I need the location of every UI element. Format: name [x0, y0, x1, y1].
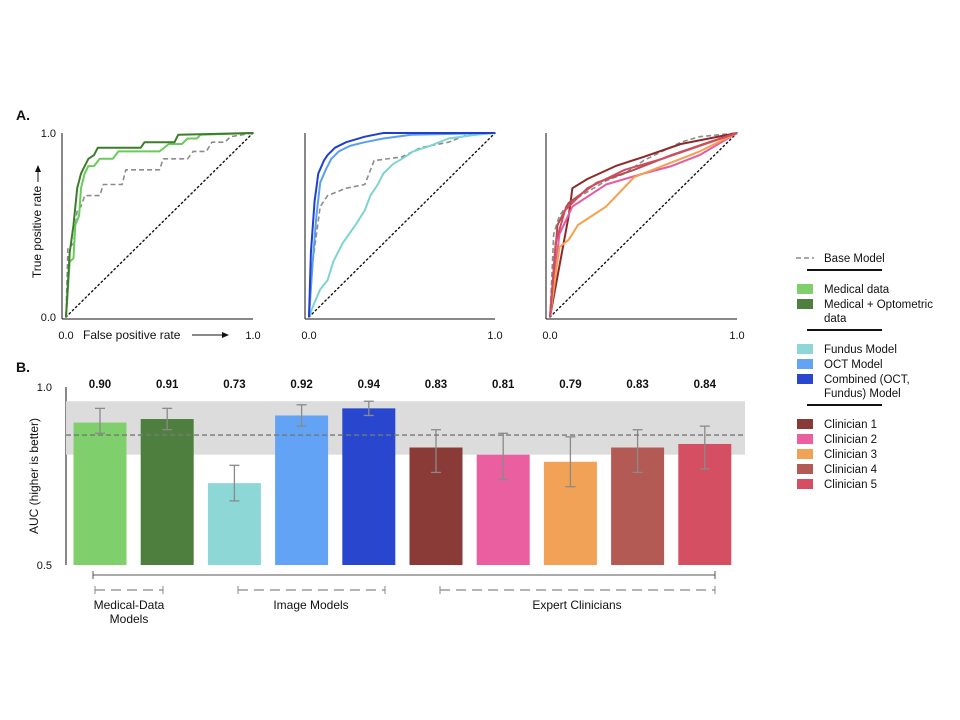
- legend-label: OCT Model: [824, 359, 883, 371]
- roc-series-line: [549, 132, 738, 318]
- roc-chance-line: [549, 132, 738, 318]
- legend-swatch-icon: [797, 434, 813, 444]
- legend-label: Fundus Model: [824, 344, 897, 356]
- bar-value-label: 0.83: [425, 379, 447, 391]
- bar-value-label: 0.84: [694, 379, 717, 391]
- legend-label: Medical + Optometric: [824, 299, 933, 311]
- legend-swatch-icon: [797, 449, 813, 459]
- legend: Base Model Medical data Medical + Optometr…: [796, 253, 933, 491]
- roc-chance-line: [65, 132, 254, 318]
- legend-swatch-icon: [797, 359, 813, 369]
- roc-series-line: [308, 132, 496, 318]
- group-label: Medical-Data: [94, 598, 165, 612]
- legend-label: Clinician 1: [824, 419, 877, 431]
- bar-value-label: 0.73: [223, 379, 245, 391]
- panel-b-label: B.: [16, 359, 30, 375]
- roc-x-tick-label: 0.0: [542, 330, 557, 342]
- bar-value-label: 0.79: [559, 379, 581, 391]
- bar-value-label: 0.94: [358, 379, 381, 391]
- legend-swatch-icon: [797, 374, 813, 384]
- legend-label: Medical data: [824, 284, 890, 296]
- roc-panels: 0.0 1.0 0.0 1.0 False positive rate True posi…: [30, 128, 745, 342]
- roc-panel-2: 0.0 1.0: [301, 132, 503, 342]
- legend-label: Clinician 3: [824, 449, 877, 461]
- roc-series-line: [549, 132, 738, 318]
- legend-label: Clinician 4: [824, 464, 878, 476]
- group-label: Models: [110, 612, 149, 626]
- bar-value-label: 0.90: [89, 379, 111, 391]
- roc-series-line: [65, 132, 254, 318]
- roc-panel-3: 0.0 1.0: [542, 132, 745, 342]
- auc-bar: [342, 408, 396, 565]
- bar-y-axis-title: AUC (higher is better): [27, 418, 41, 534]
- legend-swatch-icon: [797, 344, 813, 354]
- roc-series-line: [308, 132, 496, 318]
- bar-y-tick-label: 1.0: [37, 382, 52, 394]
- legend-label: Base Model: [824, 253, 885, 265]
- roc-series-line: [308, 132, 495, 318]
- roc-y-tick-label: 0.0: [41, 312, 56, 324]
- bar-value-label: 0.91: [156, 379, 179, 391]
- legend-swatch-icon: [797, 479, 813, 489]
- roc-series-line: [65, 132, 254, 318]
- legend-label: Clinician 5: [824, 479, 877, 491]
- x-arrow-head-icon: [222, 332, 229, 338]
- roc-x-tick-label: 1.0: [729, 330, 744, 342]
- roc-series-line: [549, 132, 738, 318]
- bar-value-label: 0.92: [290, 379, 312, 391]
- legend-swatch-icon: [797, 464, 813, 474]
- group-label: Image Models: [273, 598, 348, 612]
- auc-bar: [275, 415, 329, 565]
- roc-y-axis-title: True positive rate: [30, 186, 44, 279]
- roc-x-tick-label: 0.0: [301, 330, 316, 342]
- roc-chance-line: [308, 132, 496, 318]
- bar-y-tick-label: 0.5: [37, 560, 52, 572]
- roc-series-line: [308, 132, 496, 318]
- roc-x-tick-label: 0.0: [58, 330, 73, 342]
- auc-bar-panel: 0.5 1.0 AUC (higher is better) 0.90 0.91 0.73…: [27, 379, 745, 626]
- legend-label: Combined (OCT,: [824, 374, 910, 386]
- legend-swatch-icon: [797, 419, 813, 429]
- roc-x-tick-label: 1.0: [487, 330, 502, 342]
- bar-value-label: 0.81: [492, 379, 515, 391]
- roc-x-axis-title: False positive rate: [83, 328, 181, 342]
- auc-bar: [73, 422, 127, 565]
- group-label: Expert Clinicians: [532, 598, 621, 612]
- legend-label: data: [824, 313, 847, 325]
- panel-a-label: A.: [16, 107, 30, 123]
- y-arrow-head-icon: [35, 165, 41, 172]
- legend-swatch-icon: [797, 299, 813, 309]
- auc-bar: [140, 419, 194, 565]
- legend-label: Clinician 2: [824, 434, 877, 446]
- roc-panel-1: 0.0 1.0 0.0 1.0 False positive rate True posi…: [30, 128, 261, 342]
- bar-value-label: 0.83: [626, 379, 648, 391]
- legend-swatch-icon: [797, 284, 813, 294]
- roc-series-line: [65, 132, 254, 318]
- roc-x-tick-label: 1.0: [245, 330, 260, 342]
- legend-label: Fundus) Model: [824, 388, 901, 400]
- roc-y-tick-label: 1.0: [41, 128, 56, 140]
